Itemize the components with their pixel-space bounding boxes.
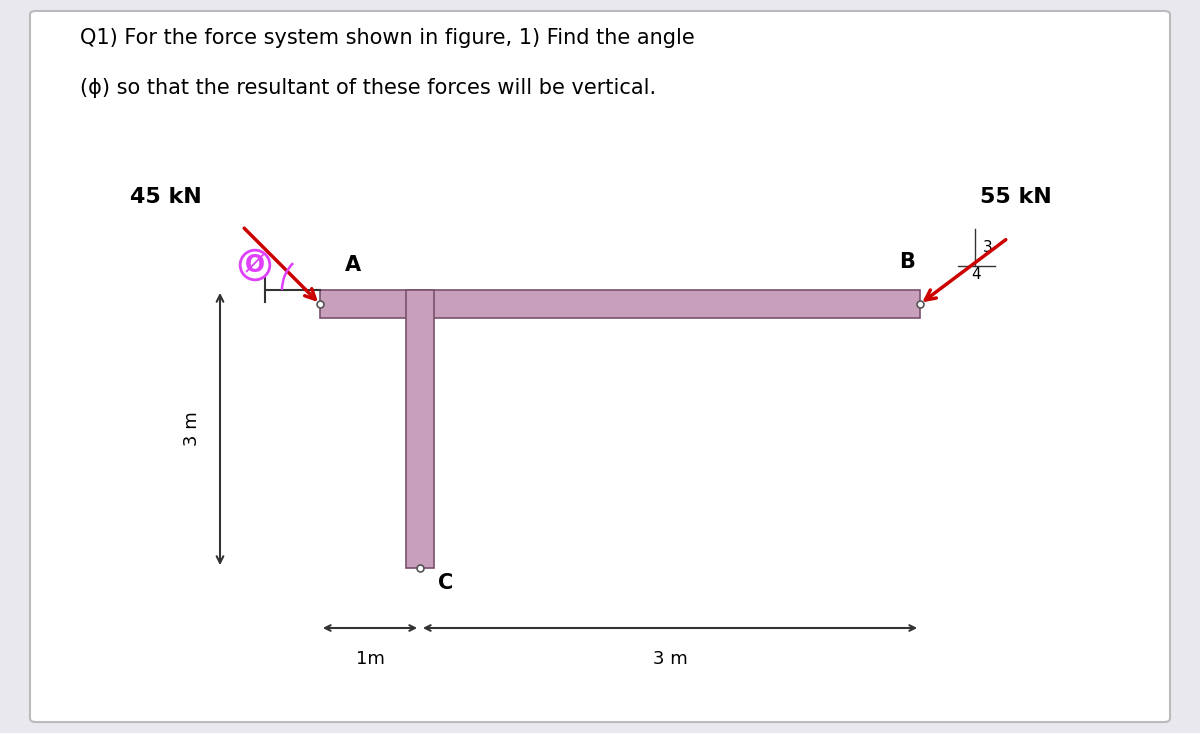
Text: C: C <box>438 573 454 593</box>
Text: 45 kN: 45 kN <box>130 187 202 207</box>
Bar <box>406 290 434 568</box>
Bar <box>320 290 920 318</box>
Text: 4: 4 <box>972 267 982 282</box>
Text: Q1) For the force system shown in figure, 1) Find the angle: Q1) For the force system shown in figure… <box>80 28 695 48</box>
Text: 55 kN: 55 kN <box>980 187 1051 207</box>
Text: B: B <box>899 252 914 272</box>
Text: 3 m: 3 m <box>184 412 202 446</box>
Text: 1m: 1m <box>355 650 384 668</box>
Text: 3: 3 <box>983 240 992 255</box>
Text: Ø: Ø <box>245 253 265 277</box>
Text: 3 m: 3 m <box>653 650 688 668</box>
Text: A: A <box>346 255 361 275</box>
Text: (ϕ) so that the resultant of these forces will be vertical.: (ϕ) so that the resultant of these force… <box>80 78 656 98</box>
